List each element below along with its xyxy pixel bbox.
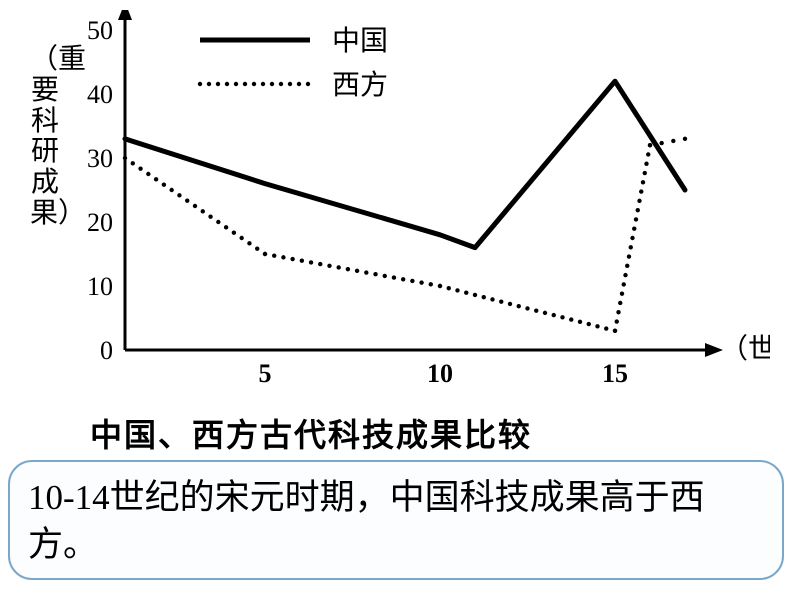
svg-text:（世纪）: （世纪） — [720, 333, 770, 365]
y-axis-label: （重要科研成果） — [30, 45, 60, 230]
caption-text: 10-14世纪的宋元时期，中国科技成果高于西方。 — [28, 474, 764, 569]
line-chart: 0 10 20 30 40 50 5 10 15 （世纪） 中国西方 — [20, 10, 770, 405]
chart-container: （重要科研成果） 0102030405051015（世纪）中国西方 中国、西方古… — [20, 10, 770, 440]
svg-text:40: 40 — [87, 80, 113, 109]
svg-text:中国: 中国 — [332, 25, 388, 57]
svg-text:10: 10 — [87, 272, 113, 301]
chart-title: 中国、西方古代科技成果比较 — [90, 410, 532, 456]
svg-text:5: 5 — [259, 359, 272, 388]
svg-text:20: 20 — [87, 208, 113, 237]
svg-text:50: 50 — [87, 16, 113, 45]
svg-text:10: 10 — [427, 359, 453, 388]
svg-text:0: 0 — [100, 336, 113, 365]
svg-text:30: 30 — [87, 144, 113, 173]
svg-text:西方: 西方 — [332, 69, 388, 101]
svg-text:15: 15 — [602, 359, 628, 388]
caption-box: 10-14世纪的宋元时期，中国科技成果高于西方。 — [8, 460, 784, 580]
